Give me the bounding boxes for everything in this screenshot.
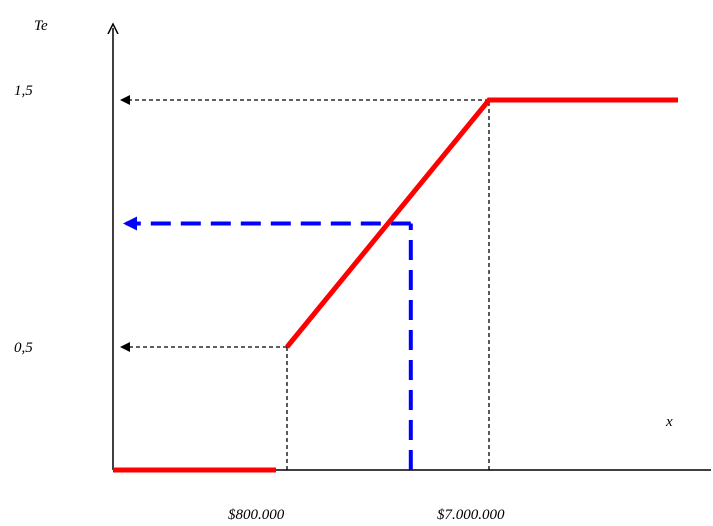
x-axis-label: x <box>665 414 673 430</box>
guide-lines <box>120 95 490 470</box>
y-axis-label: Te <box>34 18 48 34</box>
series <box>113 97 678 473</box>
y-tick-label-0-5: 0,5 <box>14 340 33 356</box>
x-tick-label-7000000: $7.000.000 <box>437 507 505 523</box>
x-tick-label-800000: $800.000 <box>228 507 285 523</box>
series-ramp-and-plateau <box>285 97 678 349</box>
y-tick-label-1-5: 1,5 <box>14 83 33 99</box>
